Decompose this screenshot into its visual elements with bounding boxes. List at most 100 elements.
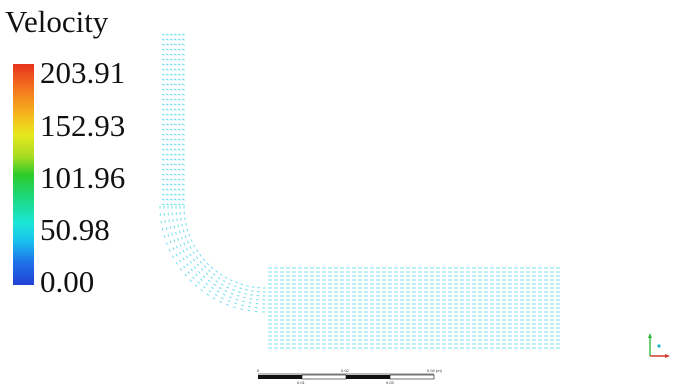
- velocity-vector: [161, 203, 165, 206]
- velocity-vector: [169, 198, 173, 201]
- velocity-vector: [161, 73, 165, 76]
- velocity-vector: [161, 118, 165, 121]
- velocity-vector: [206, 262, 210, 266]
- velocity-vector: [173, 203, 177, 206]
- velocity-vector: [177, 58, 181, 61]
- velocity-vector: [161, 78, 165, 81]
- velocity-vector: [165, 93, 169, 96]
- velocity-vector: [177, 108, 181, 111]
- velocity-vector: [199, 253, 202, 257]
- velocity-vector: [228, 282, 231, 285]
- velocity-vector: [169, 163, 173, 166]
- velocity-vector: [177, 123, 181, 126]
- velocity-vector: [177, 88, 181, 91]
- scale-label-004: 0.04 (m): [427, 368, 443, 373]
- velocity-vector: [187, 271, 190, 274]
- velocity-vector: [181, 188, 185, 191]
- velocity-vector: [215, 270, 218, 273]
- velocity-vector: [165, 148, 169, 151]
- velocity-vector: [181, 178, 185, 181]
- velocity-vector: [165, 143, 169, 146]
- velocity-vector: [177, 148, 181, 151]
- velocity-vector: [181, 118, 185, 121]
- velocity-vector: [185, 222, 187, 226]
- velocity-vector: [214, 293, 218, 297]
- velocity-vector: [173, 33, 177, 36]
- velocity-vector: [177, 224, 179, 228]
- velocity-vector: [181, 58, 185, 61]
- velocity-vector: [165, 198, 169, 201]
- velocity-vector: [161, 83, 165, 86]
- velocity-vector: [186, 248, 189, 251]
- velocity-vector: [212, 273, 216, 276]
- velocity-vector: [161, 43, 165, 46]
- velocity-vector: [240, 308, 244, 310]
- legend-tick-3: 101.96: [40, 160, 126, 195]
- velocity-vector: [165, 108, 169, 111]
- velocity-vector: [165, 118, 169, 121]
- velocity-vector: [180, 236, 183, 240]
- velocity-vector: [173, 163, 177, 166]
- velocity-vector: [165, 88, 169, 91]
- velocity-vector: [171, 232, 173, 236]
- velocity-vector: [161, 68, 165, 71]
- velocity-vector: [192, 258, 196, 262]
- velocity-vector: [181, 33, 185, 36]
- velocity-vector: [165, 48, 169, 51]
- velocity-vector: [173, 43, 177, 46]
- velocity-vector: [177, 63, 181, 66]
- velocity-vector: [177, 38, 181, 41]
- velocity-vector: [179, 243, 182, 247]
- velocity-vector: [239, 287, 243, 290]
- velocity-vector: [181, 128, 185, 131]
- velocity-vector: [169, 173, 173, 176]
- velocity-vector: [168, 248, 171, 252]
- velocity-vector: [177, 33, 181, 36]
- velocity-vector: [165, 178, 169, 181]
- velocity-vector: [169, 178, 173, 181]
- velocity-vector: [169, 58, 173, 61]
- velocity-vector: [189, 279, 192, 282]
- velocity-vector: [169, 93, 173, 96]
- velocity-vector: [205, 282, 209, 286]
- velocity-vector: [161, 138, 165, 141]
- velocity-vector: [177, 43, 181, 46]
- velocity-vector: [173, 168, 177, 171]
- velocity-vector: [169, 83, 173, 86]
- velocity-vector: [177, 173, 181, 176]
- velocity-vector: [173, 38, 177, 41]
- velocity-vector: [169, 188, 173, 191]
- velocity-vector: [169, 68, 173, 71]
- velocity-vector: [169, 73, 173, 76]
- velocity-vector: [177, 128, 181, 131]
- velocity-vector: [173, 118, 177, 121]
- velocity-vector: [165, 33, 169, 36]
- velocity-vector: [222, 293, 226, 296]
- velocity-vector: [173, 183, 177, 186]
- velocity-vector: [161, 88, 165, 91]
- velocity-vector: [163, 235, 166, 238]
- velocity-vector: [173, 108, 177, 111]
- velocity-vector: [173, 113, 177, 116]
- velocity-vector: [161, 173, 165, 176]
- velocity-vector: [181, 98, 185, 101]
- velocity-vector: [161, 63, 165, 66]
- velocity-vector: [169, 98, 173, 101]
- velocity-vector: [169, 183, 173, 186]
- velocity-vector: [161, 183, 165, 186]
- velocity-vector: [169, 108, 173, 111]
- velocity-vector: [161, 148, 165, 151]
- velocity-vector: [173, 178, 177, 181]
- velocity-vector: [161, 193, 165, 196]
- legend-title: Velocity: [5, 4, 109, 39]
- velocity-vector: [232, 288, 235, 291]
- velocity-vector: [177, 133, 181, 136]
- velocity-vector: [179, 251, 182, 255]
- velocity-vector: [177, 143, 181, 146]
- velocity-vector: [181, 93, 185, 96]
- velocity-vector: [161, 98, 165, 101]
- velocity-vector: [181, 163, 185, 166]
- velocity-vector: [165, 103, 169, 106]
